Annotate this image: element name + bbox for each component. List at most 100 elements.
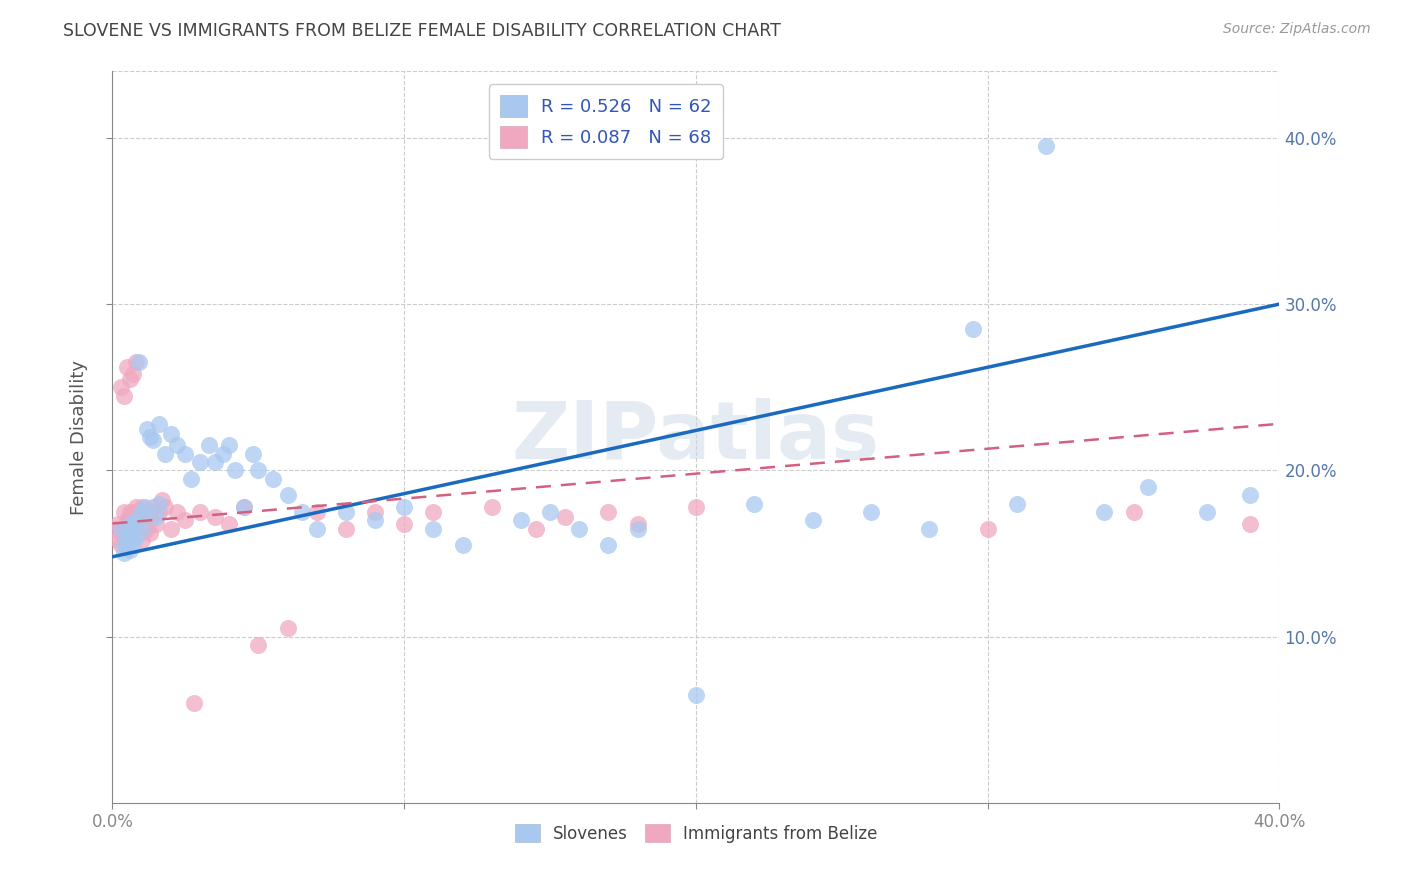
Point [509, 513, 531, 527]
Point [160, 521, 183, 535]
Point [128, 516, 150, 531]
Point [627, 521, 650, 535]
Point [122, 367, 145, 381]
Point [247, 638, 270, 652]
Point [160, 426, 183, 441]
Point [125, 513, 148, 527]
Point [291, 505, 314, 519]
Point [742, 497, 765, 511]
Point [112, 538, 135, 552]
Point [422, 505, 444, 519]
Point [148, 505, 170, 519]
Point [188, 505, 211, 519]
Point [801, 513, 824, 527]
Point [110, 521, 132, 535]
Point [128, 355, 150, 369]
Point [976, 521, 998, 535]
Point [188, 455, 211, 469]
Point [860, 505, 883, 519]
Point [224, 463, 246, 477]
Point [125, 500, 148, 514]
Point [112, 505, 135, 519]
Point [128, 526, 150, 541]
Point [139, 526, 162, 541]
Point [1137, 480, 1160, 494]
Point [1122, 505, 1144, 519]
Point [110, 538, 132, 552]
Point [174, 513, 197, 527]
Point [180, 472, 202, 486]
Point [276, 621, 298, 635]
Text: Source: ZipAtlas.com: Source: ZipAtlas.com [1223, 22, 1371, 37]
Point [451, 538, 474, 552]
Point [685, 500, 707, 514]
Point [153, 447, 176, 461]
Point [554, 509, 576, 524]
Point [276, 488, 298, 502]
Legend: Slovenes, Immigrants from Belize: Slovenes, Immigrants from Belize [508, 818, 884, 849]
Point [128, 505, 150, 519]
Point [394, 516, 416, 531]
Point [131, 505, 153, 519]
Point [232, 500, 254, 514]
Point [122, 516, 145, 531]
Point [197, 438, 219, 452]
Point [598, 538, 620, 552]
Point [115, 538, 138, 552]
Point [524, 521, 547, 535]
Point [125, 509, 148, 524]
Point [1195, 505, 1218, 519]
Point [394, 500, 416, 514]
Point [150, 493, 173, 508]
Point [118, 372, 141, 386]
Point [112, 521, 135, 535]
Point [118, 516, 141, 531]
Point [118, 509, 141, 524]
Point [131, 500, 153, 514]
Point [232, 500, 254, 514]
Point [142, 500, 165, 514]
Point [364, 505, 387, 519]
Point [142, 434, 165, 448]
Point [212, 447, 235, 461]
Point [335, 521, 357, 535]
Point [247, 463, 270, 477]
Point [305, 521, 328, 535]
Point [262, 472, 284, 486]
Point [122, 521, 145, 535]
Point [1239, 516, 1261, 531]
Point [166, 438, 188, 452]
Point [118, 530, 141, 544]
Point [139, 430, 162, 444]
Point [153, 500, 176, 514]
Point [115, 533, 138, 548]
Point [305, 505, 328, 519]
Point [104, 521, 127, 535]
Point [115, 360, 138, 375]
Point [122, 538, 145, 552]
Point [218, 516, 240, 531]
Text: ZIPatlas: ZIPatlas [512, 398, 880, 476]
Point [131, 509, 153, 524]
Point [1005, 497, 1028, 511]
Point [538, 505, 561, 519]
Point [115, 530, 138, 544]
Point [112, 388, 135, 402]
Point [107, 516, 129, 531]
Point [918, 521, 941, 535]
Point [118, 505, 141, 519]
Point [145, 509, 167, 524]
Point [125, 521, 148, 535]
Point [125, 355, 148, 369]
Y-axis label: Female Disability: Female Disability [70, 359, 89, 515]
Point [131, 521, 153, 535]
Point [136, 422, 159, 436]
Point [422, 521, 444, 535]
Point [204, 455, 226, 469]
Point [118, 516, 141, 531]
Point [110, 526, 132, 541]
Point [204, 509, 226, 524]
Text: SLOVENE VS IMMIGRANTS FROM BELIZE FEMALE DISABILITY CORRELATION CHART: SLOVENE VS IMMIGRANTS FROM BELIZE FEMALE… [63, 22, 782, 40]
Point [112, 546, 135, 560]
Point [174, 447, 197, 461]
